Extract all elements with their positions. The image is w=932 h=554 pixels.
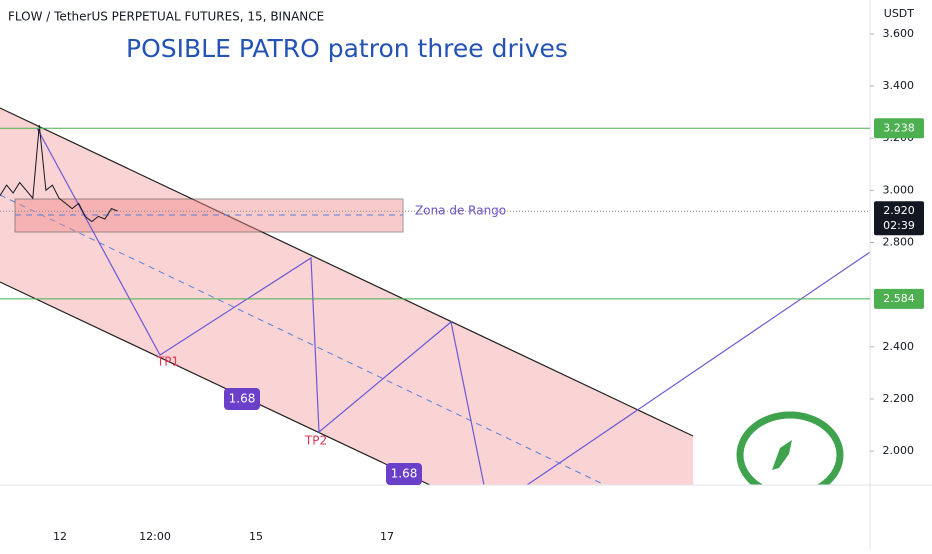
- y-tick-label: 2.400: [883, 340, 915, 353]
- y-tick-label: 3.400: [883, 79, 915, 92]
- channel-fill: [0, 108, 693, 485]
- target-label: TP2: [304, 434, 327, 448]
- price-line: [0, 125, 119, 223]
- countdown-label: 02:39: [883, 219, 915, 232]
- x-tick-label: 12: [53, 530, 67, 543]
- level-label: 3.238: [883, 121, 915, 134]
- channel-bottom: [0, 281, 431, 485]
- y-tick-label: 2.200: [883, 392, 915, 405]
- y-tick-label: 2.800: [883, 236, 915, 249]
- level-label: 2.584: [883, 292, 915, 305]
- drawings: [0, 107, 870, 485]
- rocket-circle: [736, 411, 844, 485]
- channel-mid: [0, 194, 606, 485]
- three-drives: [36, 127, 485, 485]
- ratio-badge: [224, 388, 260, 410]
- last-price-badge: [874, 201, 924, 236]
- level-badge: [874, 118, 924, 139]
- chart-title: FLOW / TetherUS PERPETUAL FUTURES, 15, B…: [8, 10, 324, 24]
- ratio-badge: [386, 463, 422, 485]
- level-badge: [874, 288, 924, 309]
- rocket-icon: [772, 440, 792, 470]
- x-tick-label: 15: [249, 530, 263, 543]
- y-unit: USDT: [884, 7, 915, 20]
- y-tick-label: 3.000: [883, 183, 915, 196]
- ratio-label: 1.68: [391, 467, 418, 481]
- y-tick-label: 2.000: [883, 444, 915, 457]
- x-tick-label: 17: [380, 530, 394, 543]
- channel-top: [0, 107, 694, 437]
- ratio-label: 1.68: [229, 392, 256, 406]
- target-label: TP1: [156, 355, 179, 369]
- last-price-label: 2.920: [883, 204, 915, 217]
- y-tick-label: 3.600: [883, 27, 915, 40]
- projection: [526, 251, 870, 485]
- headline: POSIBLE PATRO patron three drives: [126, 34, 568, 63]
- zone-label: Zona de Rango: [415, 204, 506, 218]
- x-tick-label: 12:00: [139, 530, 171, 543]
